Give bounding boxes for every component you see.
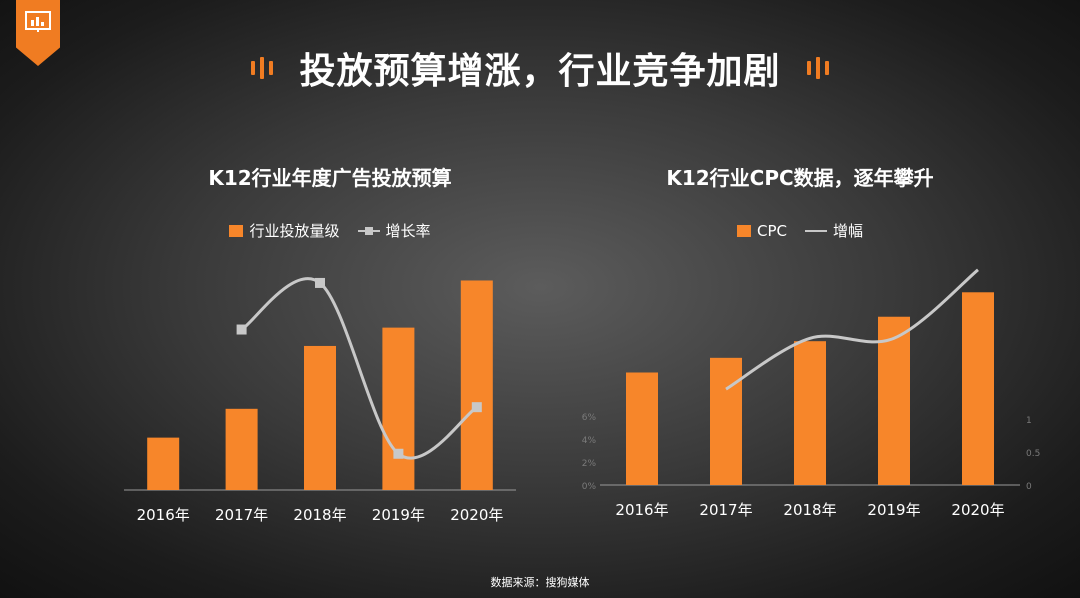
secondary-y-tick-label: 0.5 — [1026, 449, 1040, 459]
title-decoration-right — [806, 57, 829, 79]
legend-swatch-line — [804, 229, 827, 232]
budget-chart: K12行业年度广告投放预算 行业投放量级 增长率 2016年 2017年 2018年… — [90, 150, 570, 550]
bar — [962, 292, 994, 485]
line-point — [315, 277, 325, 288]
x-tick-label: 2016年 — [137, 506, 190, 524]
y-tick-label: 4% — [582, 436, 597, 446]
legend-label: 增幅 — [832, 222, 863, 240]
x-tick-label: 2017年 — [699, 501, 752, 519]
y-tick-label: 0% — [582, 482, 597, 492]
cpc-chart: K12行业CPC数据，逐年攀升 CPC 增幅 2016年 2017年 2018年 20… — [560, 150, 1041, 550]
chart-legend: 行业投放量级 增长率 — [90, 220, 570, 241]
legend-label: 增长率 — [385, 222, 431, 240]
bar — [878, 316, 910, 485]
bar — [794, 341, 826, 485]
chart-title: K12行业CPC数据，逐年攀升 — [666, 166, 934, 190]
x-tick-label: 2018年 — [783, 501, 836, 519]
x-tick-label: 2019年 — [372, 506, 425, 524]
bar — [225, 408, 258, 490]
legend-swatch-line — [357, 226, 380, 235]
bar — [460, 280, 493, 490]
main-title-row: 投放预算增涨，行业竞争加剧 — [0, 38, 1080, 98]
line-series — [725, 268, 979, 391]
title-decoration-left — [251, 57, 274, 79]
legend-swatch-bar — [736, 224, 751, 237]
x-tick-label: 2020年 — [450, 506, 503, 524]
x-tick-label: 2019年 — [867, 501, 920, 519]
legend-label: CPC — [756, 221, 787, 240]
bar — [382, 327, 415, 490]
presentation-chart-icon — [25, 11, 51, 32]
secondary-y-tick-label: 0 — [1026, 482, 1032, 492]
y-tick-label: 6% — [582, 413, 597, 423]
legend-label: 行业投放量级 — [249, 222, 340, 240]
legend-item-line: 增长率 — [357, 220, 431, 241]
page-title: 投放预算增涨，行业竞争加剧 — [299, 51, 781, 92]
x-tick-label: 2016年 — [615, 501, 668, 519]
x-tick-label: 2018年 — [293, 506, 346, 524]
x-tick-label: 2017年 — [215, 506, 268, 524]
chart-plot: 2016年 2017年 2018年 2019年 2020年 — [124, 277, 516, 524]
bar — [710, 357, 742, 485]
legend-item-bar: CPC — [736, 220, 787, 241]
data-source-note: 数据来源：搜狗媒体 — [490, 576, 590, 589]
secondary-y-tick-label: 1 — [1026, 416, 1032, 426]
bar — [304, 345, 336, 490]
line-point — [236, 324, 247, 335]
x-tick-label: 2020年 — [951, 501, 1004, 519]
line-series — [240, 277, 478, 460]
line-point — [393, 448, 404, 459]
bar — [626, 372, 658, 485]
legend-item-line: 增幅 — [804, 220, 863, 241]
chart-title: K12行业年度广告投放预算 — [208, 166, 452, 190]
line-point — [471, 402, 482, 413]
bar — [147, 437, 180, 490]
y-tick-label: 2% — [582, 459, 597, 469]
chart-legend: CPC 增幅 — [560, 220, 1040, 241]
legend-item-bar: 行业投放量级 — [229, 220, 340, 241]
chart-plot: 2016年 2017年 2018年 2019年 2020年 0% 2% 4% 6% 0 0.5 1 — [582, 268, 1040, 519]
legend-swatch-bar — [229, 224, 244, 237]
